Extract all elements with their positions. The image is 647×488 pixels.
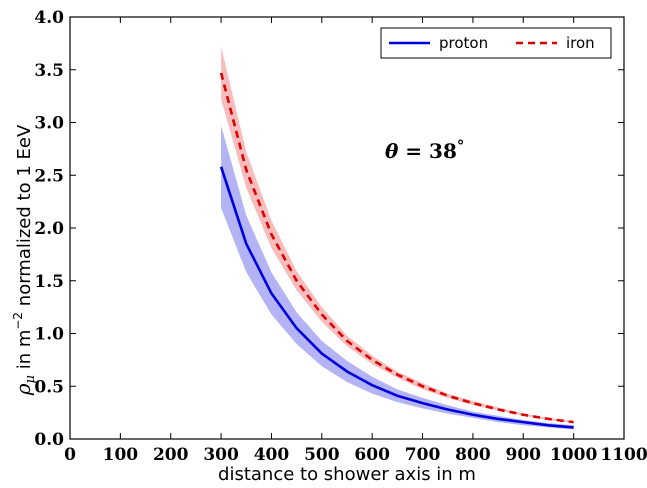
angle-annotation-value: = 38 [398, 139, 457, 163]
series-line-proton [219, 166, 574, 429]
band-iron [221, 46, 574, 424]
y-tick-label: 3.0 [34, 114, 64, 134]
angle-annotation: θ = 38° [385, 137, 464, 163]
y-axis-title-rho: ρ [11, 383, 35, 396]
series-line-iron [219, 72, 574, 424]
y-tick-label: 2.5 [34, 166, 64, 186]
x-tick-label: 700 [405, 445, 441, 465]
x-tick-label: 600 [354, 445, 390, 465]
x-axis-title: distance to shower axis in m [218, 464, 476, 485]
y-tick-labels: 0.0 0.5 1.0 1.5 2.0 2.5 3.0 3.5 4.0 [34, 8, 64, 450]
x-tick-labels: 0 100 200 300 400 500 600 700 800 900 1000 1100 [64, 445, 647, 465]
y-axis-title: ρμ in m−2 normalized to 1 EeV [11, 124, 38, 396]
y-axis-title-mu: μ [23, 375, 38, 383]
legend-label-iron: iron [566, 34, 595, 52]
y-tick-label: 2.0 [34, 219, 64, 239]
legend: proton iron [380, 27, 612, 59]
legend-label-proton: proton [439, 34, 488, 52]
x-tick-label: 1000 [550, 445, 597, 465]
y-tick-label: 3.5 [34, 61, 64, 81]
x-tick-label: 500 [304, 445, 340, 465]
angle-annotation-degree: ° [457, 137, 465, 155]
y-axis-title-exponent: −2 [11, 312, 25, 330]
y-tick-label: 1.5 [34, 272, 64, 292]
confidence-bands [221, 46, 574, 430]
x-tick-label: 0 [64, 445, 76, 465]
angle-annotation-theta: θ [385, 139, 399, 163]
band-proton [221, 125, 574, 430]
y-tick-label: 0.0 [34, 430, 64, 450]
y-axis-title-normalization: normalized to 1 EeV [14, 124, 35, 312]
y-tick-label: 4.0 [34, 8, 64, 28]
x-tick-label: 800 [455, 445, 491, 465]
series-lines [219, 72, 574, 429]
x-tick-label: 900 [506, 445, 542, 465]
y-tick-label: 1.0 [34, 325, 64, 345]
y-axis-title-unit: in m [14, 330, 35, 375]
x-tick-label: 200 [153, 445, 189, 465]
y-tick-label: 0.5 [34, 377, 64, 397]
x-tick-label: 1100 [600, 445, 647, 465]
x-tick-label: 300 [203, 445, 239, 465]
axis-ticks [69, 16, 625, 440]
x-tick-label: 400 [254, 445, 290, 465]
x-tick-label: 100 [103, 445, 139, 465]
